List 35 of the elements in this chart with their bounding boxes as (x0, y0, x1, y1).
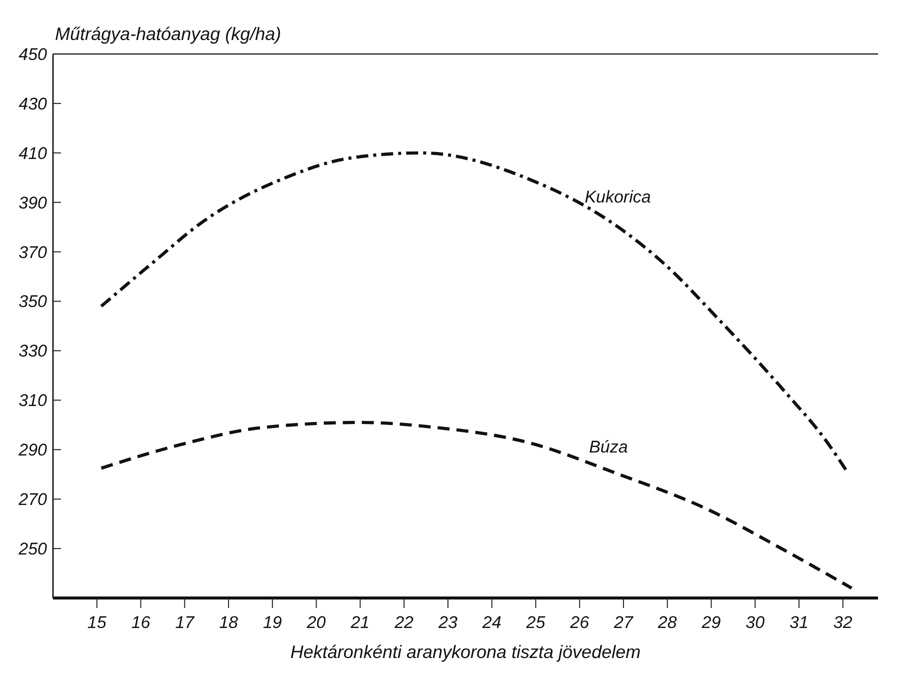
y-tick-label: 310 (18, 391, 48, 410)
x-axis-title: Hektáronkénti aranykorona tiszta jövedelem (290, 642, 641, 662)
series-label: Kukorica (584, 188, 651, 207)
x-tick-label: 16 (131, 613, 151, 632)
x-tick-label: 25 (525, 613, 546, 632)
series-label: Búza (589, 437, 628, 456)
x-tick-label: 32 (833, 613, 853, 632)
y-tick-label: 390 (18, 193, 48, 212)
y-tick-label: 250 (18, 539, 48, 558)
x-tick-label: 20 (306, 613, 326, 632)
x-tick-label: 22 (394, 613, 414, 632)
x-tick-label: 21 (350, 613, 370, 632)
y-tick-label: 270 (18, 490, 48, 510)
x-tick-label: 27 (613, 613, 634, 632)
y-tick-label: 330 (18, 342, 48, 361)
y-tick-label: 350 (18, 292, 48, 312)
x-tick-label: 17 (175, 613, 195, 632)
x-tick-label: 29 (700, 613, 722, 632)
y-tick-label: 370 (18, 242, 48, 262)
y-axis-title: Műtrágya-hatóanyag (kg/ha) (55, 24, 282, 44)
y-tick-label: 430 (18, 94, 48, 114)
y-tick-label: 290 (18, 440, 48, 460)
x-tick-label: 15 (87, 613, 107, 632)
x-tick-label: 28 (656, 613, 678, 632)
y-tick-label: 450 (18, 44, 48, 64)
x-tick-label: 24 (481, 613, 502, 632)
line-series (100, 151, 849, 474)
x-tick-label: 19 (262, 613, 282, 632)
x-tick-label: 26 (569, 613, 590, 632)
line-series (100, 420, 854, 590)
x-tick-label: 30 (746, 613, 766, 632)
y-tick-label: 410 (18, 144, 48, 163)
x-tick-label: 23 (437, 613, 458, 632)
x-tick-label: 18 (219, 613, 239, 632)
x-tick-label: 31 (790, 613, 808, 632)
